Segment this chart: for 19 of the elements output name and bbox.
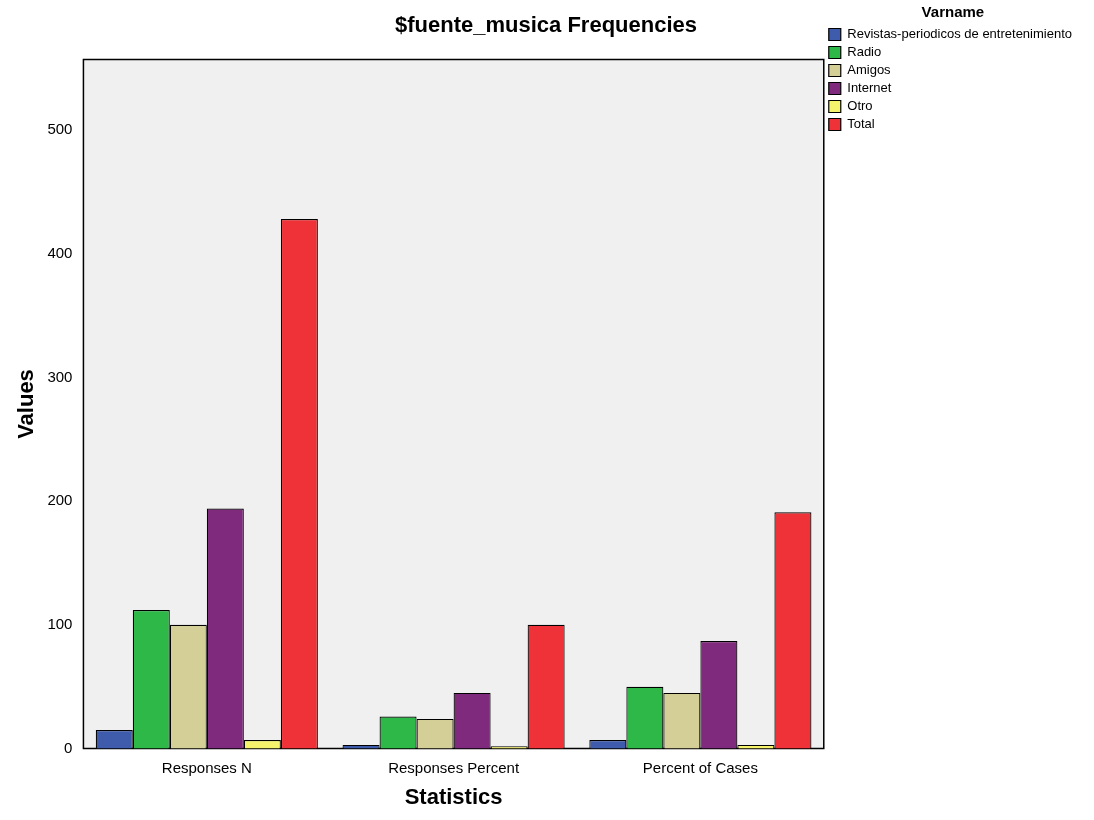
legend-label: Radio — [847, 44, 882, 60]
y-tick-label: 0 — [64, 738, 73, 756]
legend-label: Amigos — [847, 62, 892, 78]
x-tick-label: Percent of Cases — [642, 758, 758, 776]
y-tick-label: 500 — [47, 120, 73, 138]
y-tick-label: 300 — [47, 367, 73, 385]
legend-label: Otro — [847, 98, 873, 114]
x-tick-label: Responses Percent — [388, 758, 520, 776]
y-axis-title: Values — [13, 369, 39, 439]
legend-label: Total — [847, 116, 875, 132]
y-tick-label: 100 — [47, 615, 73, 633]
y-tick-label: 400 — [47, 243, 73, 261]
legend-label: Internet — [847, 80, 892, 96]
legend-title: Varname — [921, 2, 985, 20]
y-tick-label: 200 — [47, 491, 73, 509]
x-tick-label: Responses N — [161, 758, 252, 776]
chart-title: $fuente_musica Frequencies — [394, 12, 698, 38]
legend-label: Revistas-periodicos de entretenimiento — [847, 26, 1073, 42]
x-axis-title: Statistics — [404, 783, 503, 809]
